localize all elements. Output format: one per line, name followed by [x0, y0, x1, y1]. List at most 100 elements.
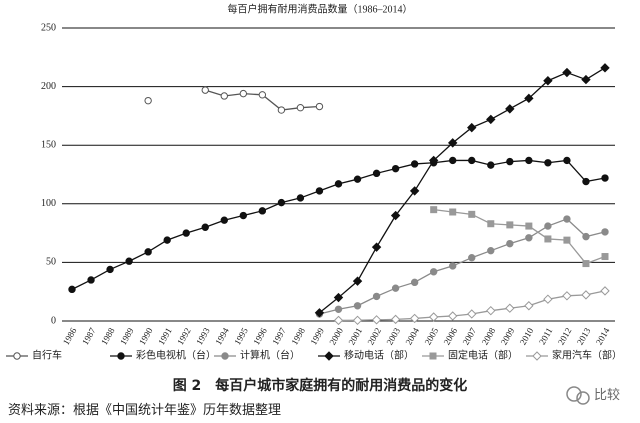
series-line [319, 67, 606, 314]
x-tick-label: 2009 [499, 326, 517, 347]
data-point [487, 220, 495, 228]
data-point [125, 257, 133, 265]
x-tick-label: 2014 [594, 326, 612, 347]
legend-marker [221, 352, 229, 360]
series-line [71, 159, 606, 290]
x-tick-label: 1997 [270, 326, 288, 347]
data-point [163, 236, 171, 244]
x-tick-label: 1994 [213, 326, 231, 347]
data-point [448, 138, 458, 148]
data-point [409, 186, 420, 196]
x-tick-label: 1998 [289, 326, 307, 347]
data-point [390, 314, 401, 325]
data-point [449, 208, 457, 216]
legend-label: 彩色电视机（台） [136, 348, 216, 361]
data-point [333, 292, 344, 303]
data-point [563, 156, 571, 165]
x-tick-label: 2004 [404, 326, 422, 347]
data-point [582, 232, 590, 241]
x-tick-label: 1990 [137, 326, 155, 347]
caption: 图 2 每百户城市家庭拥有的耐用消费品的变化 [173, 377, 468, 394]
x-tick-label: 2003 [384, 326, 402, 347]
data-point [525, 156, 533, 165]
data-point [334, 305, 343, 313]
y-tick-label: 100 [41, 198, 56, 209]
legend-marker [117, 352, 125, 360]
data-point [182, 229, 190, 237]
y-tick-label: 250 [41, 22, 56, 33]
x-tick-label: 1992 [175, 326, 193, 347]
data-point [505, 104, 515, 114]
data-point [372, 169, 381, 178]
x-tick-label: 2013 [575, 326, 593, 347]
legend-marker [324, 351, 334, 361]
data-point [524, 301, 534, 311]
data-point [391, 284, 400, 292]
data-point [296, 103, 305, 112]
data-point [582, 177, 590, 186]
data-point [391, 164, 400, 173]
data-point [277, 106, 286, 114]
data-point [428, 155, 439, 166]
legend-marker [532, 351, 542, 361]
data-point [352, 276, 363, 286]
data-point [468, 156, 476, 165]
data-point [544, 159, 552, 167]
data-point [353, 175, 362, 183]
data-point [468, 210, 476, 218]
data-point [277, 198, 286, 207]
x-tick-label: 2000 [327, 326, 345, 347]
legend-label: 计算机（台） [240, 348, 300, 361]
data-point [68, 285, 76, 294]
x-tick-label: 1993 [194, 326, 212, 347]
data-point [601, 174, 609, 182]
data-point [220, 216, 228, 224]
watermark-icon [566, 386, 590, 405]
y-tick-label: 150 [41, 139, 56, 150]
data-point [314, 308, 325, 318]
data-point [582, 260, 590, 268]
data-point [371, 242, 382, 252]
data-point [506, 157, 514, 166]
x-tick-label: 2011 [537, 326, 554, 346]
data-point [506, 221, 514, 229]
data-point [430, 206, 438, 214]
data-point [525, 234, 533, 242]
data-point [410, 160, 419, 168]
x-tick-label: 1989 [118, 326, 136, 347]
x-tick-label: 2007 [461, 326, 479, 347]
data-point [371, 315, 382, 325]
data-point [390, 210, 401, 221]
data-point [486, 114, 496, 125]
data-point [601, 253, 609, 261]
data-point [372, 292, 381, 301]
data-point [525, 222, 533, 230]
x-tick-label: 2002 [365, 326, 383, 347]
x-tick-label: 1986 [61, 326, 79, 347]
data-point [144, 96, 152, 105]
data-point [334, 180, 343, 188]
data-point [544, 235, 552, 243]
data-point [563, 236, 571, 244]
legend-marker [429, 352, 437, 360]
series-line [319, 218, 606, 315]
data-point [296, 194, 305, 202]
data-point [144, 248, 152, 256]
data-point [353, 302, 362, 310]
data-point [524, 93, 534, 104]
data-point [333, 315, 344, 326]
data-point [487, 161, 495, 169]
x-tick-label: 1991 [156, 326, 174, 347]
x-tick-label: 2008 [480, 326, 498, 347]
data-point [258, 91, 267, 99]
data-point [543, 76, 553, 86]
data-point [467, 309, 477, 319]
legend-label: 家用汽车（部） [552, 348, 622, 361]
x-tick-label: 1996 [251, 326, 269, 347]
data-point [543, 294, 553, 304]
data-point [315, 102, 324, 111]
data-point [239, 211, 248, 220]
data-point [410, 278, 419, 287]
y-tick-label: 50 [46, 257, 56, 268]
data-point [201, 223, 209, 231]
